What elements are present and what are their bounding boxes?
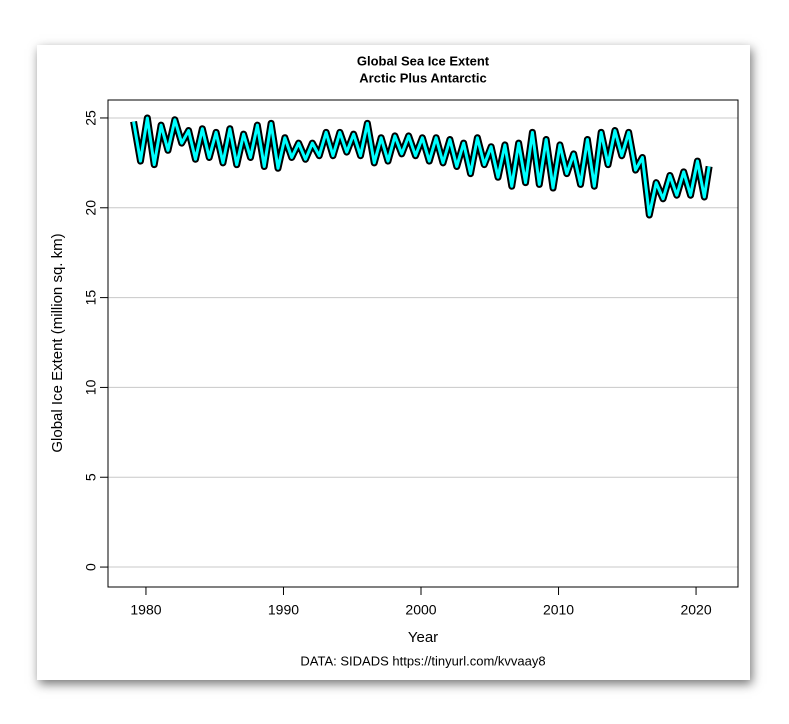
y-tick-label: 25 [83,110,99,126]
x-tick-label: 2020 [680,602,711,618]
chart-subtitle: Arctic Plus Antarctic [359,70,486,85]
x-tick-label: 1980 [130,602,161,618]
y-tick-label: 10 [83,379,99,395]
x-tick-label: 1990 [268,602,299,618]
y-tick-label: 5 [83,473,99,481]
x-tick-label: 2000 [405,602,436,618]
chart-title: Global Sea Ice Extent [357,53,490,68]
y-axis-label: Global Ice Extent (million sq. km) [49,233,66,452]
plot-frame [107,99,739,588]
y-tick-label: 20 [83,200,99,216]
y-tick-label: 15 [83,290,99,306]
caption: DATA: SIDADS https://tinyurl.com/kvvaay8 [300,653,545,668]
line [132,116,711,217]
x-tick-label: 2010 [543,602,574,618]
x-axis-label: Year [408,629,438,646]
line-outline [130,114,713,219]
y-tick-label: 0 [83,563,99,571]
